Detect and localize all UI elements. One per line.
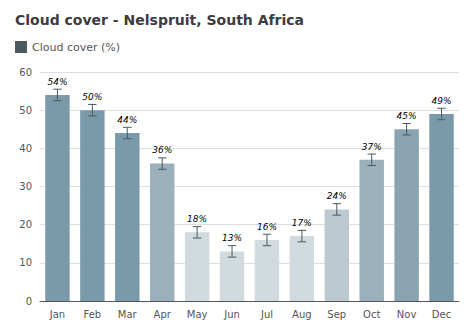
svg-text:44%: 44% <box>117 115 137 125</box>
svg-text:18%: 18% <box>187 214 207 224</box>
svg-text:Cloud cover (%): Cloud cover (%) <box>32 41 120 54</box>
svg-text:36%: 36% <box>152 145 172 155</box>
svg-text:Oct: Oct <box>363 309 380 320</box>
svg-text:Mar: Mar <box>118 309 138 320</box>
svg-text:0: 0 <box>26 296 32 307</box>
svg-text:49%: 49% <box>432 96 452 106</box>
svg-text:30: 30 <box>19 181 32 192</box>
svg-text:60: 60 <box>19 67 32 78</box>
svg-text:45%: 45% <box>397 111 417 121</box>
svg-text:16%: 16% <box>257 222 277 232</box>
svg-text:24%: 24% <box>327 191 347 201</box>
svg-text:17%: 17% <box>292 218 312 228</box>
svg-text:50: 50 <box>19 105 32 116</box>
svg-text:Jan: Jan <box>49 309 65 320</box>
svg-text:20: 20 <box>19 219 32 230</box>
svg-text:40: 40 <box>19 143 32 154</box>
svg-text:Cloud cover - Nelspruit, South: Cloud cover - Nelspruit, South Africa <box>15 12 304 28</box>
svg-text:Aug: Aug <box>292 309 312 320</box>
svg-text:Jun: Jun <box>223 309 240 320</box>
svg-text:Nov: Nov <box>397 309 417 320</box>
svg-text:37%: 37% <box>362 142 382 152</box>
svg-text:May: May <box>187 309 208 320</box>
svg-text:10: 10 <box>19 257 32 268</box>
svg-text:Apr: Apr <box>154 309 172 320</box>
svg-text:54%: 54% <box>47 77 67 87</box>
svg-text:Dec: Dec <box>432 309 451 320</box>
svg-text:50%: 50% <box>82 92 102 102</box>
svg-text:13%: 13% <box>222 233 242 243</box>
svg-text:Feb: Feb <box>84 309 102 320</box>
svg-text:Sep: Sep <box>327 309 346 320</box>
svg-text:Jul: Jul <box>260 309 273 320</box>
